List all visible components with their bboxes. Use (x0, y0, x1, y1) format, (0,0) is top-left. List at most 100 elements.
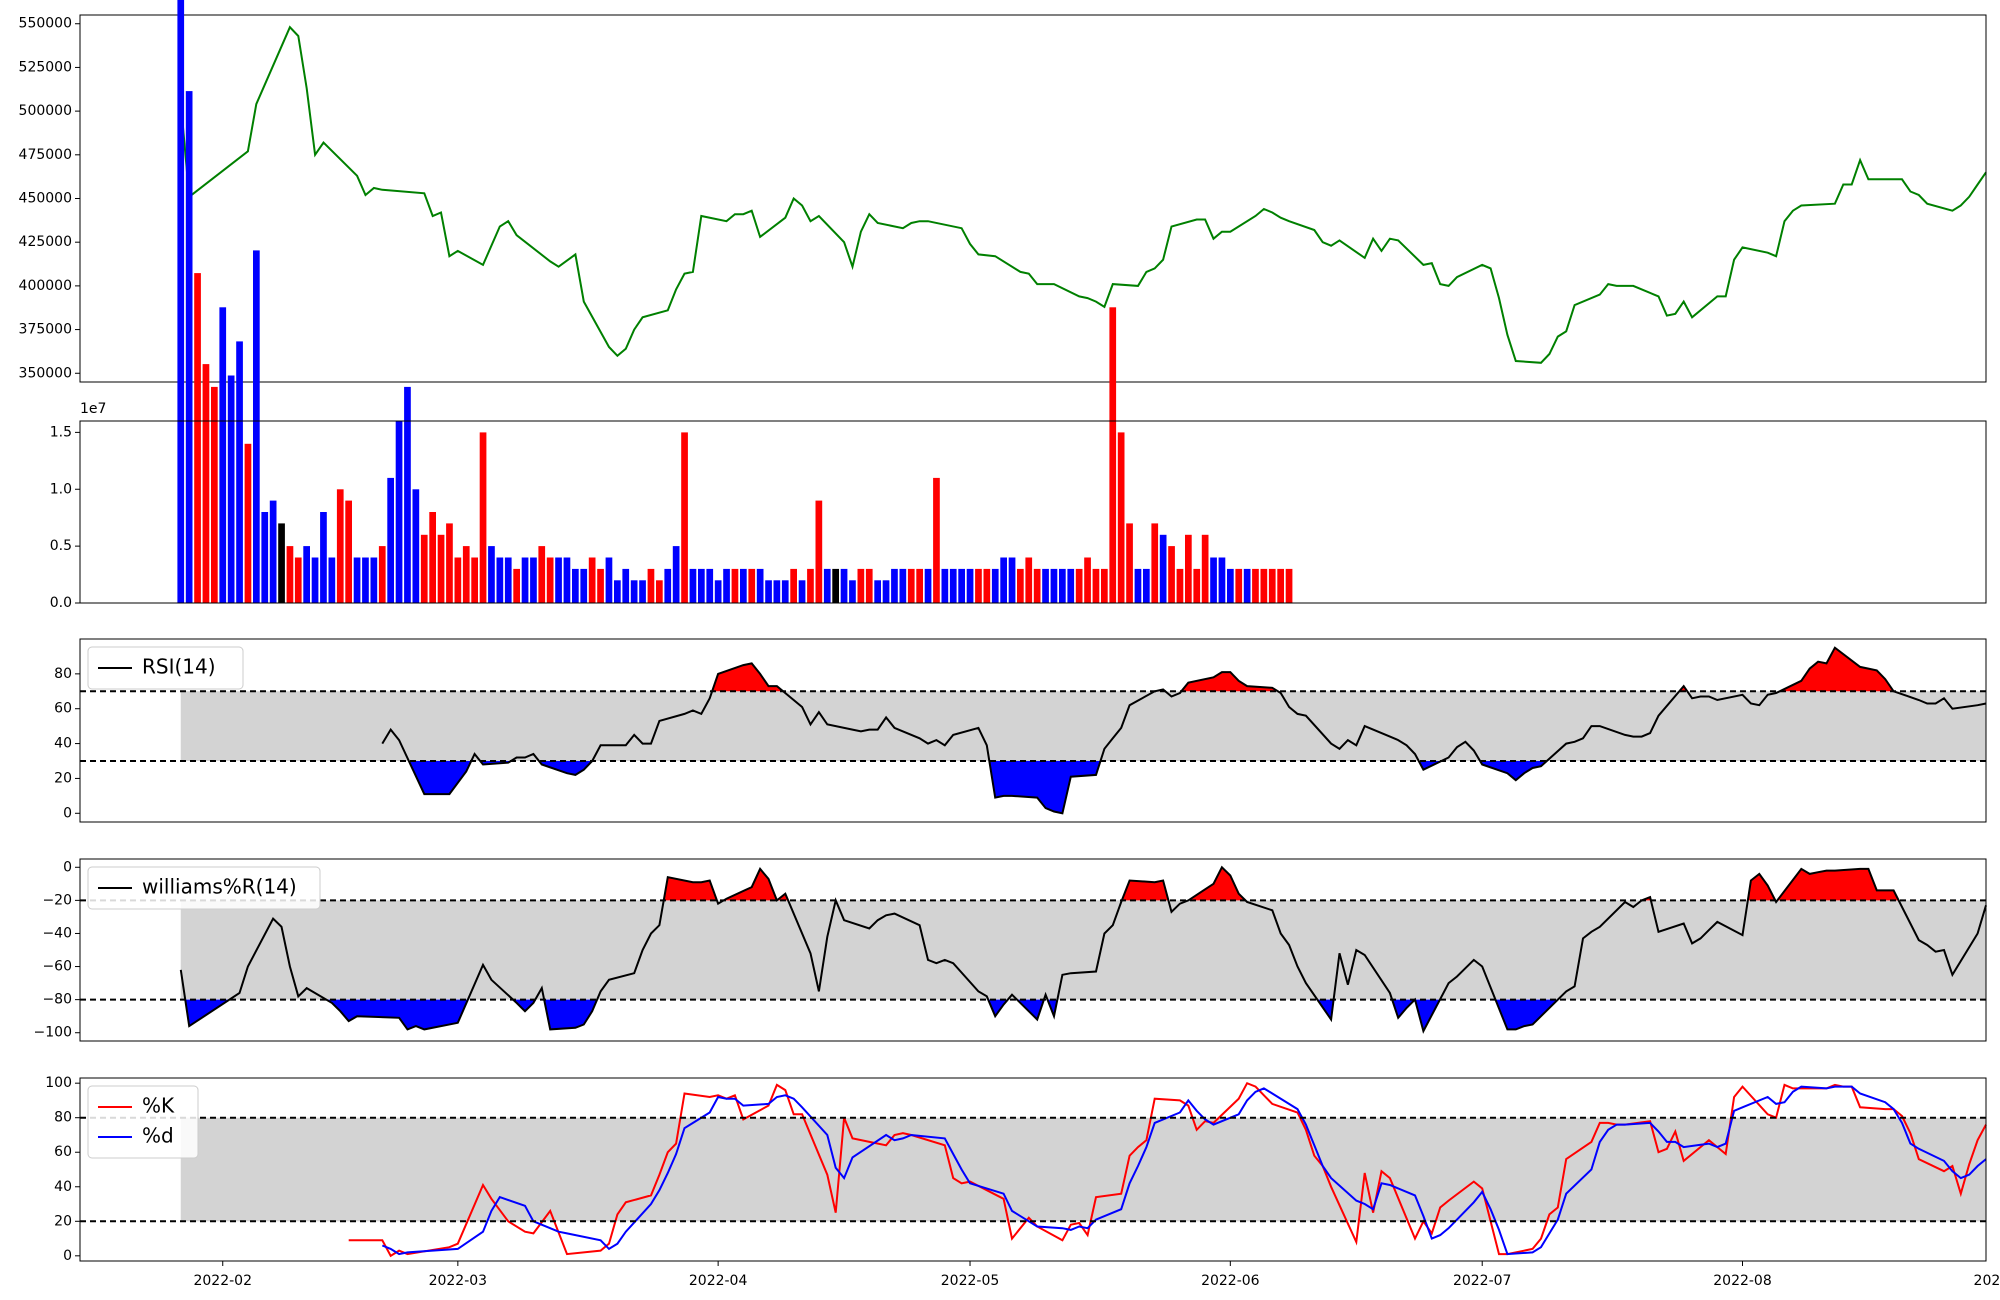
williams-line (179, 865, 1987, 1034)
volume-bar (1243, 568, 1251, 603)
volume-bar (320, 512, 327, 603)
volume-bar (555, 557, 562, 603)
volume-bar (1176, 568, 1184, 603)
volume-bar (538, 546, 546, 603)
volume-bar (286, 546, 294, 603)
volume-bar (1159, 534, 1167, 604)
x-tick-label: 2022-06 (1201, 1273, 1260, 1289)
y-tick-label: 550000 (19, 16, 72, 32)
volume-bar (353, 557, 361, 603)
volume-bar (832, 568, 839, 603)
y-tick-label: 0.0 (50, 595, 72, 611)
volume-bar (983, 568, 991, 603)
y-tick-label: 0.5 (50, 538, 72, 554)
volume-bar (311, 557, 319, 603)
volume-bar (1193, 568, 1201, 603)
volume-bar (370, 557, 378, 603)
volume-bar (1050, 568, 1058, 603)
volume-bar (412, 489, 420, 604)
volume-bar (488, 546, 495, 603)
volume-bar (605, 557, 613, 603)
overbought-fill (663, 877, 717, 901)
overbought-fill (723, 868, 777, 901)
volume-bar (630, 580, 638, 604)
volume-bar (1000, 557, 1007, 603)
volume-bar (1134, 568, 1142, 603)
y-tick-label: 40 (54, 736, 72, 752)
y-tick-label: 100 (45, 1075, 72, 1091)
volume-bar (185, 91, 193, 603)
volume-bar (378, 546, 386, 603)
volume-bar (958, 568, 965, 603)
volume-bar (949, 568, 957, 603)
volume-bar (219, 307, 227, 604)
volume-bar (521, 557, 529, 603)
volume-bar (588, 557, 596, 603)
volume-bar (924, 568, 932, 603)
volume-bar (933, 477, 940, 603)
legend: williams%R(14) (87, 866, 321, 910)
volume-bar (1260, 568, 1268, 603)
volume-bar (446, 523, 453, 603)
volume-bar (916, 568, 923, 603)
volume-bar (1210, 557, 1217, 603)
oversold-fill (1017, 999, 1044, 1020)
volume-bar (479, 432, 487, 603)
volume-bar (1168, 546, 1175, 603)
volume-bar (991, 568, 999, 603)
threshold-band (180, 1117, 1987, 1222)
volume-bar (1117, 432, 1125, 603)
legend-box (87, 1085, 199, 1159)
y-tick-label: 500000 (19, 103, 72, 119)
volume-panel: 0.0 0.5 1.0 1.5 1e7 (50, 0, 1987, 611)
volume-bar (261, 512, 269, 603)
x-tick-label: 2022-09 (1974, 1273, 2000, 1289)
volume-bar (748, 568, 756, 603)
volume-bar (244, 443, 252, 604)
x-tick-label: 2022-07 (1453, 1273, 1512, 1289)
volume-bar (563, 557, 571, 603)
volume-bar (907, 568, 915, 603)
y-tick-label: 80 (54, 1110, 72, 1126)
overbought-fill (1121, 880, 1169, 901)
y-tick-label: −40 (42, 925, 72, 941)
overbought-fill (1779, 647, 1894, 692)
volume-bar (891, 568, 898, 603)
legend-label: %d (142, 1124, 174, 1148)
volume-bar (404, 386, 411, 603)
volume-bar (1092, 568, 1100, 603)
volume-bar (731, 568, 739, 603)
volume-bar (740, 568, 747, 603)
volume-bar (966, 568, 974, 603)
legend-box (87, 866, 321, 910)
x-tick-label: 2022-08 (1713, 1273, 1772, 1289)
volume-bar (1017, 568, 1024, 603)
volume-bar (773, 580, 781, 604)
x-axis: 2022-02 2022-03 2022-04 2022-05 2022-06 2022-… (193, 1261, 2000, 1289)
oversold-fill (1415, 999, 1440, 1032)
price-panel: 350000 375000 400000 425000 450000 475000 5000… (19, 14, 1987, 383)
y-tick-label: 20 (54, 1213, 72, 1229)
y-tick-label: −60 (42, 959, 72, 975)
volume-bar (236, 341, 243, 603)
y-tick-label: 80 (54, 666, 72, 682)
legend-label: RSI(14) (142, 655, 216, 679)
volume-bar (941, 568, 949, 603)
volume-bar (177, 0, 185, 603)
volume-bar (387, 477, 394, 603)
volume-bar (840, 568, 848, 603)
volume-bar (689, 568, 697, 603)
volume-bar (815, 500, 823, 603)
volume-bar (849, 580, 856, 604)
volume-bar (1033, 568, 1041, 603)
stochastic-panel: 0 20 40 60 80 100 %K %d (45, 1075, 1987, 1264)
volume-bar (437, 534, 445, 604)
volume-bar (765, 580, 772, 604)
volume-bar (580, 568, 588, 603)
y-tick-label: 375000 (19, 322, 72, 338)
volume-bar (336, 489, 344, 604)
volume-bar (790, 568, 797, 603)
volume-bar (345, 500, 352, 603)
volume-bar (1059, 568, 1066, 603)
volume-bar (1042, 568, 1049, 603)
